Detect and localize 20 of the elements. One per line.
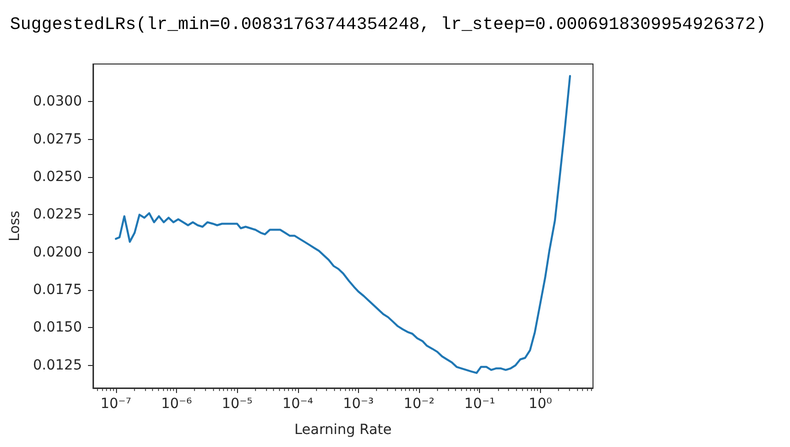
x-tick-label: 10⁰ [528,396,552,412]
y-axis-title: Loss [7,210,24,242]
y-tick-label: 0.0175 [33,282,82,298]
y-tick-label: 0.0250 [33,169,82,186]
x-tick-label: 10⁻⁴ [282,396,314,412]
y-tick-label: 0.0200 [33,244,82,260]
x-tick-label: 10⁻³ [342,396,374,412]
y-tick-label: 0.0300 [33,94,82,110]
x-tick-label: 10⁻⁷ [100,396,132,412]
line-series [114,75,572,374]
chart-title: SuggestedLRs(lr_min=0.00831763744354248, lr_steep=0.0006918309954926372) [10,15,766,35]
x-tick-label: 10⁻⁶ [161,396,192,412]
x-tick-label: 10⁻² [404,396,434,412]
x-axis-title: Learning Rate [294,422,392,438]
y-tick-label: 0.0150 [33,320,82,336]
y-tick-label: 0.0225 [33,206,82,223]
x-tick-label: 10⁻⁵ [222,396,253,412]
y-tick-label: 0.0125 [33,357,82,374]
x-tick-label: 10⁻¹ [464,396,496,412]
y-tick-label: 0.0275 [33,131,82,148]
